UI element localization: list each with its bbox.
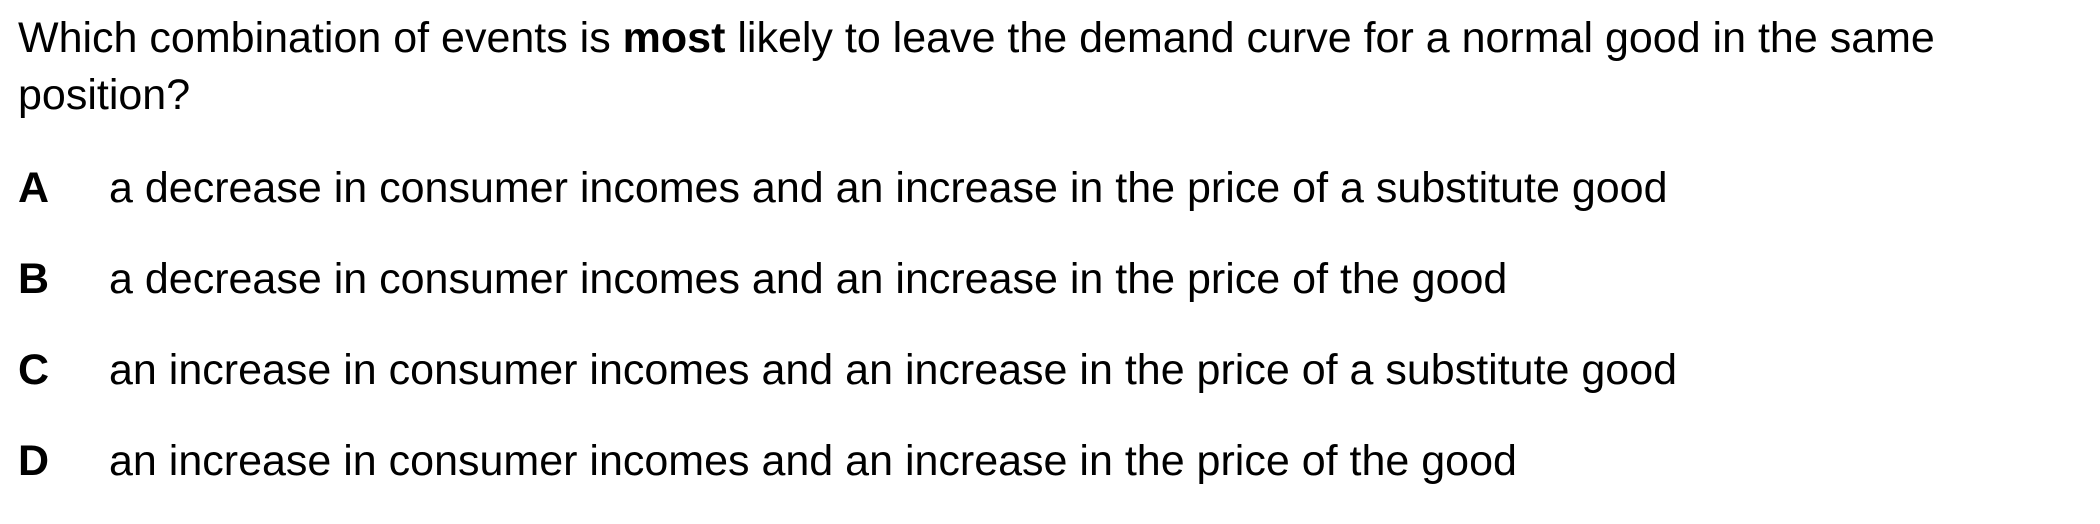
option-letter: A bbox=[18, 164, 50, 212]
option-text: an increase in consumer incomes and an i… bbox=[109, 437, 1517, 485]
answer-options: A a decrease in consumer incomes and an … bbox=[18, 160, 2078, 524]
option-letter: C bbox=[18, 346, 50, 394]
question-text-start: Which combination of events is bbox=[18, 14, 623, 62]
question-emphasis: most bbox=[622, 14, 726, 62]
option-c[interactable]: C an increase in consumer incomes and an… bbox=[18, 342, 2078, 433]
option-a[interactable]: A a decrease in consumer incomes and an … bbox=[18, 160, 2078, 251]
option-text: a decrease in consumer incomes and an in… bbox=[109, 255, 1508, 303]
option-letter: D bbox=[18, 437, 50, 485]
option-d[interactable]: D an increase in consumer incomes and an… bbox=[18, 433, 2078, 524]
question-text: Which combination of events is most like… bbox=[18, 10, 2078, 124]
option-text: a decrease in consumer incomes and an in… bbox=[109, 164, 1668, 212]
option-letter: B bbox=[18, 255, 50, 303]
question-text-end: likely to leave the demand curve for a n… bbox=[18, 14, 1935, 119]
option-text: an increase in consumer incomes and an i… bbox=[109, 346, 1678, 394]
option-b[interactable]: B a decrease in consumer incomes and an … bbox=[18, 251, 2078, 342]
